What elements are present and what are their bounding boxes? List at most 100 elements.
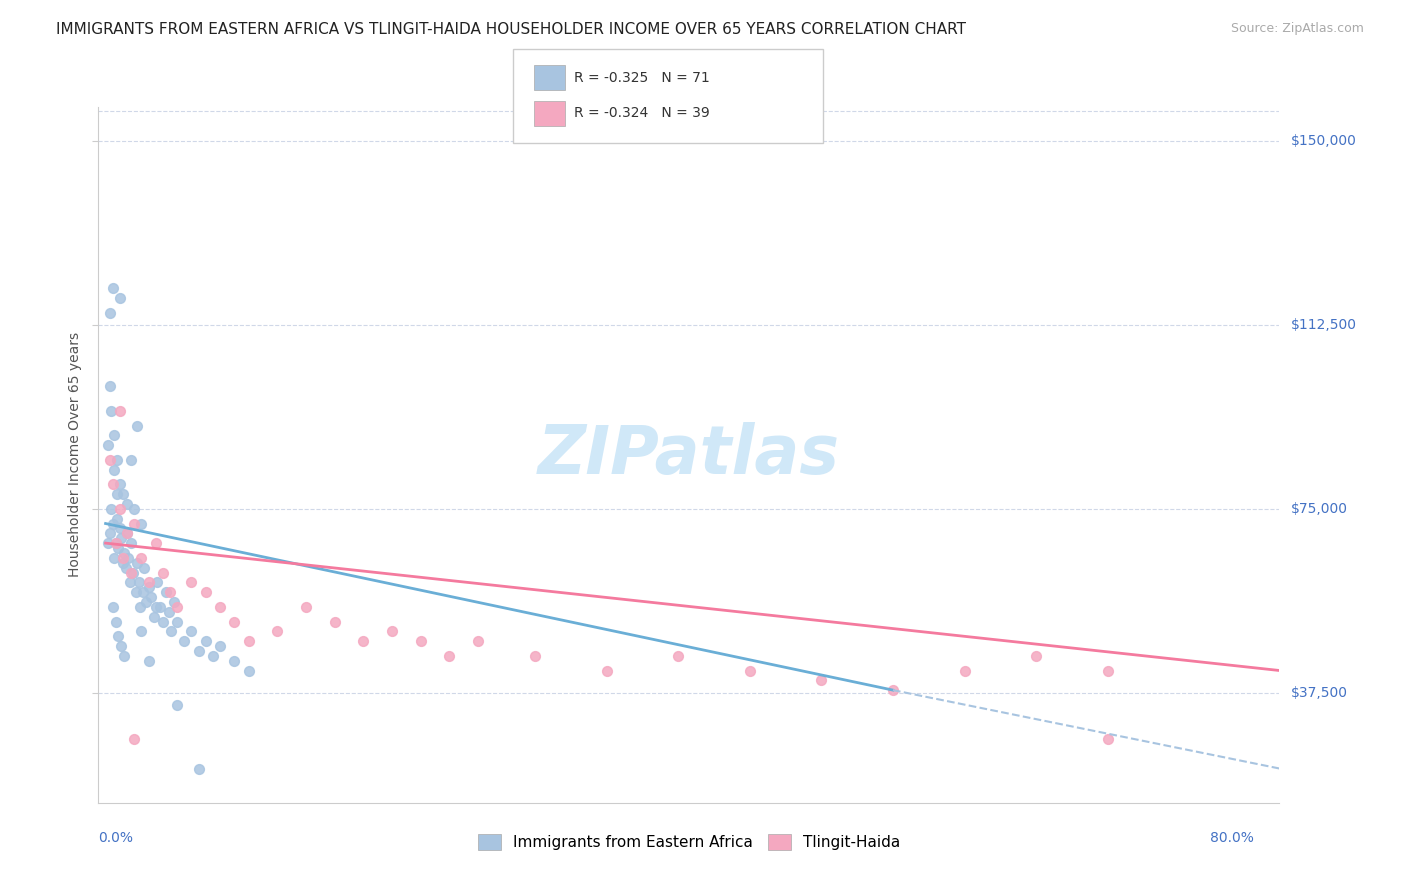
- Point: [122, 516, 145, 531]
- Point: [129, 599, 152, 614]
- Text: R = -0.325   N = 71: R = -0.325 N = 71: [574, 70, 710, 85]
- Point: [115, 526, 138, 541]
- Point: [149, 599, 172, 614]
- Text: R = -0.324   N = 39: R = -0.324 N = 39: [574, 106, 710, 120]
- Point: [209, 599, 232, 614]
- Point: [131, 624, 153, 639]
- Point: [666, 648, 689, 663]
- Point: [157, 605, 180, 619]
- Text: $150,000: $150,000: [1291, 135, 1357, 148]
- Point: [111, 487, 134, 501]
- Point: [138, 580, 160, 594]
- Point: [810, 673, 832, 688]
- Point: [224, 654, 246, 668]
- Point: [105, 487, 128, 501]
- Point: [295, 599, 318, 614]
- Point: [122, 732, 145, 747]
- Point: [1097, 664, 1119, 678]
- Point: [138, 575, 160, 590]
- Point: [201, 648, 224, 663]
- Point: [103, 428, 125, 442]
- Point: [166, 599, 188, 614]
- Point: [409, 634, 432, 648]
- Point: [108, 477, 131, 491]
- Point: [98, 306, 121, 320]
- Point: [166, 615, 188, 629]
- Point: [120, 452, 142, 467]
- Text: IMMIGRANTS FROM EASTERN AFRICA VS TLINGIT-HAIDA HOUSEHOLDER INCOME OVER 65 YEARS: IMMIGRANTS FROM EASTERN AFRICA VS TLINGI…: [56, 22, 966, 37]
- Point: [138, 654, 160, 668]
- Point: [266, 624, 288, 639]
- Point: [105, 511, 128, 525]
- Point: [738, 664, 761, 678]
- Point: [595, 664, 617, 678]
- Point: [152, 566, 174, 580]
- Text: $75,000: $75,000: [1291, 502, 1347, 516]
- Point: [122, 501, 145, 516]
- Point: [1025, 648, 1047, 663]
- Point: [110, 639, 132, 653]
- Point: [187, 762, 209, 776]
- Point: [115, 497, 138, 511]
- Point: [125, 556, 148, 570]
- Legend: Immigrants from Eastern Africa, Tlingit-Haida: Immigrants from Eastern Africa, Tlingit-…: [470, 827, 908, 858]
- Point: [108, 291, 131, 305]
- Point: [238, 664, 260, 678]
- Point: [103, 462, 125, 476]
- Point: [120, 536, 142, 550]
- Point: [437, 648, 460, 663]
- Point: [131, 516, 153, 531]
- Point: [143, 609, 166, 624]
- Text: Source: ZipAtlas.com: Source: ZipAtlas.com: [1230, 22, 1364, 36]
- Point: [134, 560, 156, 574]
- Point: [238, 634, 260, 648]
- Point: [108, 404, 131, 418]
- Point: [105, 452, 128, 467]
- Point: [114, 560, 136, 574]
- Point: [112, 648, 135, 663]
- Point: [163, 595, 186, 609]
- Point: [107, 541, 129, 555]
- Point: [104, 615, 127, 629]
- Text: ZIPatlas: ZIPatlas: [538, 422, 839, 488]
- Point: [118, 575, 141, 590]
- Point: [117, 550, 139, 565]
- Point: [352, 634, 374, 648]
- Point: [128, 575, 150, 590]
- Point: [107, 629, 129, 643]
- Point: [110, 531, 132, 545]
- Point: [194, 585, 217, 599]
- Point: [108, 521, 131, 535]
- Point: [112, 546, 135, 560]
- Text: 80.0%: 80.0%: [1209, 830, 1254, 845]
- Point: [101, 599, 124, 614]
- Point: [224, 615, 246, 629]
- Point: [166, 698, 188, 712]
- Point: [194, 634, 217, 648]
- Point: [111, 556, 134, 570]
- Point: [101, 281, 124, 295]
- Point: [1097, 732, 1119, 747]
- Point: [146, 575, 169, 590]
- Point: [101, 477, 124, 491]
- Point: [98, 526, 121, 541]
- Point: [97, 536, 120, 550]
- Point: [141, 590, 163, 604]
- Point: [98, 379, 121, 393]
- Point: [953, 664, 976, 678]
- Point: [111, 550, 134, 565]
- Point: [882, 683, 904, 698]
- Point: [108, 501, 131, 516]
- Point: [152, 615, 174, 629]
- Point: [100, 501, 122, 516]
- Point: [323, 615, 346, 629]
- Point: [101, 516, 124, 531]
- Point: [209, 639, 232, 653]
- Point: [145, 599, 167, 614]
- Point: [115, 526, 138, 541]
- Point: [97, 438, 120, 452]
- Text: 0.0%: 0.0%: [98, 830, 134, 845]
- Point: [103, 550, 125, 565]
- Point: [104, 536, 127, 550]
- Point: [173, 634, 195, 648]
